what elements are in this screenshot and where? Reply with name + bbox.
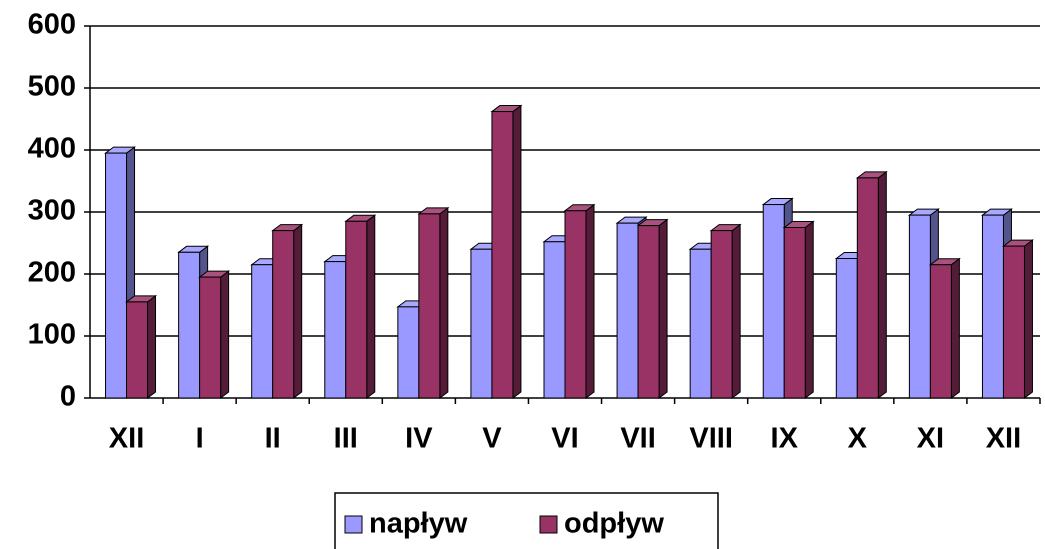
bar-group xyxy=(198,270,231,399)
bar-group xyxy=(563,203,596,399)
bar-side xyxy=(585,203,595,399)
legend-label: odpływ xyxy=(564,508,664,540)
bar xyxy=(981,214,1004,399)
y-tick-label: 0 xyxy=(60,381,76,413)
bar-group xyxy=(1001,239,1034,399)
bar xyxy=(1002,245,1025,399)
bar-group xyxy=(855,170,888,399)
bar xyxy=(908,214,931,399)
bar xyxy=(762,204,785,399)
bar xyxy=(616,222,639,399)
bar-group xyxy=(636,218,669,399)
bar-group xyxy=(271,223,304,399)
bar xyxy=(251,264,274,399)
bar xyxy=(397,306,420,399)
x-tick-label: II xyxy=(265,423,281,455)
y-tick-label: 100 xyxy=(28,319,76,351)
bar xyxy=(856,177,879,399)
bar-side xyxy=(1023,239,1033,399)
bar xyxy=(105,152,128,399)
x-tick-label: X xyxy=(848,423,868,455)
bar xyxy=(272,230,295,399)
y-tick-label: 500 xyxy=(28,71,76,103)
bar xyxy=(470,248,493,399)
bar-group xyxy=(490,104,523,399)
x-tick-label: VI xyxy=(551,423,578,455)
legend-box xyxy=(334,492,719,549)
bar xyxy=(178,251,201,399)
x-tick-label: III xyxy=(334,423,358,455)
bar xyxy=(324,261,347,399)
bar-side xyxy=(804,220,814,399)
x-tick-label: IV xyxy=(405,423,433,455)
bar-side xyxy=(950,257,960,399)
bar xyxy=(564,210,587,399)
x-tick-label: VIII xyxy=(689,423,733,455)
bar xyxy=(345,220,368,399)
bar-side xyxy=(220,270,230,399)
x-tick-label: XII xyxy=(109,423,144,455)
bar xyxy=(835,258,858,399)
x-tick-label: I xyxy=(196,423,204,455)
x-tick-label: VII xyxy=(620,423,655,455)
bar-side xyxy=(147,294,157,399)
bar-side xyxy=(293,223,303,399)
bar xyxy=(783,227,806,399)
legend-swatch xyxy=(539,515,558,534)
bar-side xyxy=(731,223,741,399)
bar xyxy=(689,248,712,399)
y-tick-label: 600 xyxy=(28,9,76,41)
bar-group xyxy=(782,220,815,399)
y-tick-label: 300 xyxy=(28,195,76,227)
bar-group xyxy=(125,294,158,399)
bar xyxy=(929,264,952,399)
bar xyxy=(418,213,441,399)
bar xyxy=(491,111,514,399)
bar-group xyxy=(709,223,742,399)
x-tick-label: XI xyxy=(917,423,944,455)
y-tick-label: 400 xyxy=(28,133,76,165)
bar xyxy=(126,301,149,399)
bar xyxy=(710,230,733,399)
y-tick-label: 200 xyxy=(28,257,76,289)
x-tick-label: IX xyxy=(771,423,799,455)
x-tick-label: XII xyxy=(986,423,1021,455)
legend-label: napływ xyxy=(369,508,468,540)
bar-side xyxy=(658,218,668,399)
bar xyxy=(637,225,660,399)
bar xyxy=(543,241,566,399)
bar-side xyxy=(366,214,376,399)
bar-side xyxy=(439,206,449,399)
bar-side xyxy=(877,170,887,399)
bar-group xyxy=(344,214,377,399)
x-tick-label: V xyxy=(482,423,502,455)
bar-group xyxy=(928,257,961,399)
bar-group xyxy=(417,206,450,399)
bar xyxy=(199,276,222,399)
legend-swatch xyxy=(344,515,363,534)
bar-side xyxy=(512,104,522,399)
